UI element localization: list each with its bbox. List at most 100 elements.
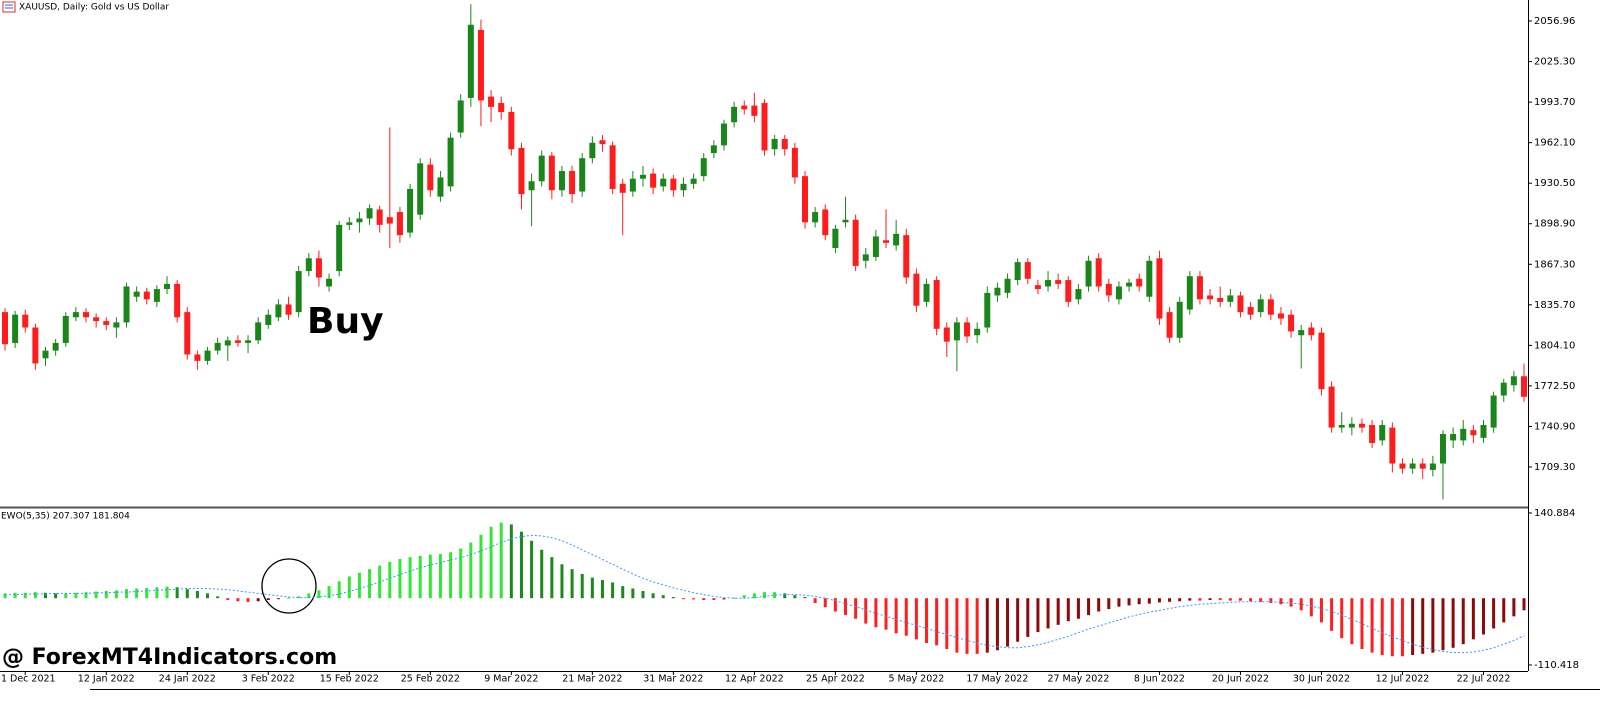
histogram-bar xyxy=(1380,598,1384,656)
histogram-bar xyxy=(509,524,513,599)
histogram-bar xyxy=(23,592,27,599)
candle-body xyxy=(2,312,8,345)
histogram-bar xyxy=(1046,598,1050,629)
candle-body xyxy=(639,174,646,179)
candle-body xyxy=(245,340,252,343)
histogram-bar xyxy=(1370,598,1374,653)
candle-body xyxy=(1369,425,1376,443)
histogram-bar xyxy=(94,591,98,599)
histogram-bar xyxy=(1087,598,1091,616)
candle-body xyxy=(224,340,231,346)
candle-body xyxy=(984,292,991,328)
candle-body xyxy=(1308,327,1315,336)
histogram-bar xyxy=(1036,598,1040,633)
x-tick-label: 31 Dec 2021 xyxy=(0,674,56,685)
x-tick-label: 5 May 2022 xyxy=(888,674,944,685)
x-tick-label: 31 Mar 2022 xyxy=(643,674,703,685)
candle-body xyxy=(508,111,515,150)
candle-body xyxy=(103,321,110,325)
histogram-bar xyxy=(570,569,574,599)
candle-body xyxy=(1379,425,1386,441)
histogram-bar xyxy=(54,593,58,599)
candle-body xyxy=(1460,428,1467,441)
histogram-bar xyxy=(904,598,908,636)
histogram-bar xyxy=(1502,598,1506,623)
y-tick-label: 1898.90 xyxy=(1534,219,1575,230)
candle-body xyxy=(234,340,241,343)
candle-body xyxy=(538,155,545,182)
candle-body xyxy=(1095,258,1102,287)
candle-body xyxy=(164,283,171,290)
candle-body xyxy=(143,291,150,300)
candle-body xyxy=(1419,463,1426,469)
histogram-bar xyxy=(550,557,554,599)
histogram-bar xyxy=(884,598,888,630)
candle-body xyxy=(72,312,79,318)
candle-body xyxy=(285,304,292,315)
y-tick-label: 1835.70 xyxy=(1534,300,1575,311)
histogram-bar xyxy=(33,592,37,599)
y-tick-label: 1962.10 xyxy=(1534,138,1575,149)
candle-body xyxy=(204,350,211,361)
histogram-bar xyxy=(854,598,858,619)
candle-body xyxy=(913,273,920,306)
candle-body xyxy=(1338,425,1345,428)
candle-body xyxy=(771,138,778,150)
histogram-bar xyxy=(1492,598,1496,629)
candle-body xyxy=(1429,463,1436,470)
histogram-bar xyxy=(1107,598,1111,610)
candle-body xyxy=(123,286,130,323)
histogram-bar xyxy=(428,554,432,599)
histogram-bar xyxy=(327,586,331,599)
candle-body xyxy=(1156,258,1163,319)
candle-body xyxy=(1196,276,1203,300)
histogram-bar xyxy=(74,592,78,599)
candle-body xyxy=(1450,434,1457,441)
histogram-bar xyxy=(1208,598,1212,601)
candle-body xyxy=(548,155,555,191)
histogram-bar xyxy=(1350,598,1354,645)
histogram-bar xyxy=(844,598,848,616)
candle-body xyxy=(1277,313,1284,319)
candle-body xyxy=(1186,276,1193,310)
candle-body xyxy=(346,222,353,225)
candle-body xyxy=(1105,283,1112,296)
candle-body xyxy=(1207,295,1214,300)
candle-body xyxy=(1389,427,1396,464)
candle-body xyxy=(417,163,424,215)
histogram-bar xyxy=(1026,598,1030,637)
y-tick-label: 1804.10 xyxy=(1534,340,1575,351)
histogram-bar xyxy=(449,552,453,599)
candle-body xyxy=(356,218,363,223)
candle-body xyxy=(1085,260,1092,287)
y-tick-label: 2025.30 xyxy=(1534,57,1575,68)
x-tick-label: 17 May 2022 xyxy=(966,674,1028,685)
candle-body xyxy=(589,142,596,159)
candle-body xyxy=(569,171,576,195)
histogram-bar xyxy=(894,598,898,634)
histogram-bar xyxy=(135,588,139,599)
candle-body xyxy=(376,209,383,225)
histogram-bar xyxy=(175,587,179,599)
candle-body xyxy=(842,219,849,223)
histogram-bar xyxy=(833,598,837,612)
histogram-bar xyxy=(1411,598,1415,656)
histogram-bar xyxy=(469,542,473,599)
x-tick-label: 22 Jul 2022 xyxy=(1457,674,1511,685)
candle-body xyxy=(690,178,697,184)
histogram-bar xyxy=(145,587,149,599)
histogram-bar xyxy=(783,593,787,599)
x-tick-label: 8 Jun 2022 xyxy=(1134,674,1185,685)
histogram-bar xyxy=(631,588,635,599)
histogram-bar xyxy=(1279,598,1283,605)
histogram-bar xyxy=(398,558,402,599)
candle-body xyxy=(700,158,707,177)
histogram-bar xyxy=(1522,598,1526,611)
histogram-bar xyxy=(540,549,544,599)
histogram-bar xyxy=(1066,598,1070,622)
histogram-bar xyxy=(347,576,351,599)
symbol-icon xyxy=(2,1,16,13)
histogram-bar xyxy=(1238,598,1242,601)
candle-body xyxy=(1288,314,1295,332)
